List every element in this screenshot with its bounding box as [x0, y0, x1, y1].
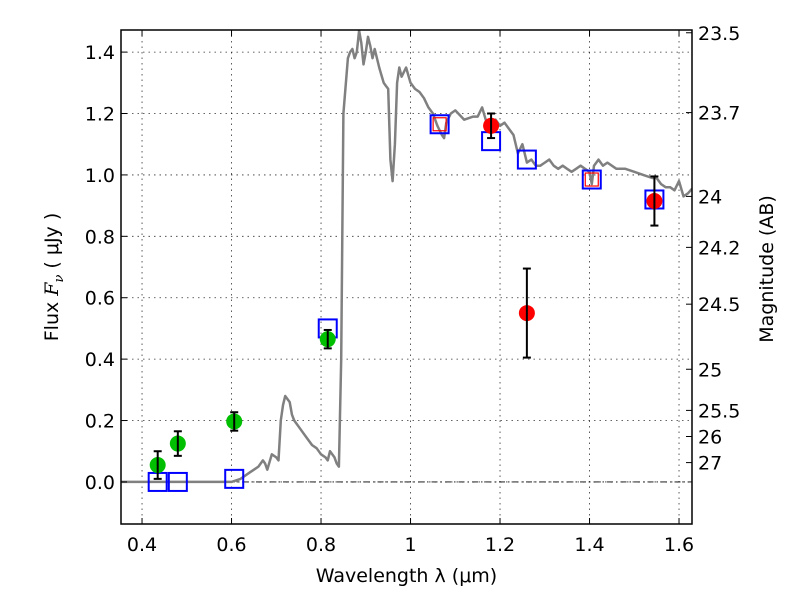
y-tick-label: 0.4 [85, 349, 115, 371]
right-y-tick-label: 24.5 [698, 294, 740, 316]
x-axis-label: Wavelength λ (μm) [316, 565, 497, 587]
right-y-axis-label: Magnitude (AB) [756, 195, 778, 343]
y-axis-label-prefix: Flux [41, 296, 63, 342]
x-tick-label: 0.8 [306, 534, 336, 556]
model-photometry-marker [581, 169, 602, 190]
model-photometry-alt-marker [432, 117, 447, 132]
x-tick-label: 0.6 [216, 534, 246, 556]
y-tick-label: 1.0 [85, 165, 115, 187]
y-axis-label-subscript: ν [52, 275, 67, 283]
right-y-tick-label: 24 [698, 186, 722, 208]
x-tick-label: 0.4 [127, 534, 157, 556]
right-y-tick-label: 24.2 [698, 237, 740, 259]
right-y-tick-label: 23.5 [698, 23, 740, 45]
model-photometry-alt-marker [584, 172, 599, 187]
x-tick-label: 1.4 [574, 534, 604, 556]
right-y-tick-label: 27 [698, 453, 722, 475]
model-photometry-marker [429, 114, 450, 135]
x-tick-label: 1.2 [485, 534, 515, 556]
y-tick-label: 0.8 [85, 226, 115, 248]
right-y-tick-label: 25 [698, 359, 722, 381]
plot-series-group [121, 30, 692, 492]
ticks: 0.4 0.6 0.8 1 1.2 1.4 1.6 0.0 0.2 0.4 0.6 0.8 1.0 1.2… [85, 23, 741, 556]
right-y-tick-label: 25.5 [698, 400, 740, 422]
y-axis-label: Flux Fν ( μJy ) [41, 213, 67, 342]
axes-frame [120, 29, 693, 525]
x-tick-label: 1 [404, 534, 416, 556]
plot-area [121, 30, 692, 492]
x-tick-label: 1.6 [664, 534, 694, 556]
model-photometry-marker [516, 149, 537, 170]
y-tick-label: 1.4 [85, 42, 115, 64]
y-tick-label: 0.0 [85, 472, 115, 494]
y-axis-label-suffix: ( μJy ) [41, 213, 63, 275]
model-photometry-marker [224, 468, 245, 489]
y-tick-label: 0.2 [85, 411, 115, 433]
y-tick-label: 0.6 [85, 288, 115, 310]
y-axis-label-symbol: F [41, 282, 63, 297]
model-photometry-marker [167, 471, 188, 492]
right-y-tick-label: 26 [698, 426, 722, 448]
right-y-tick-label: 23.7 [698, 103, 740, 125]
y-tick-label: 1.2 [85, 104, 115, 126]
